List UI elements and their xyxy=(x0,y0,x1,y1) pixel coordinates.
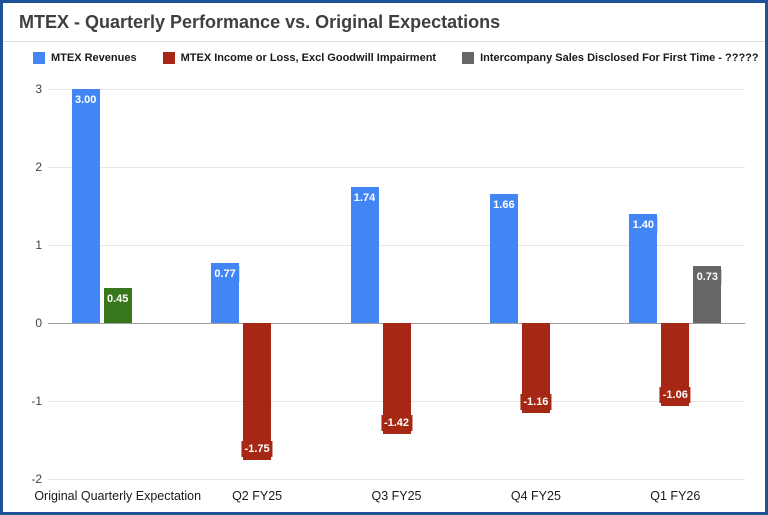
legend-item-intercompany: Intercompany Sales Disclosed For First T… xyxy=(462,52,759,64)
legend-swatch-intercompany xyxy=(462,52,475,64)
y-axis-tick-label: 3 xyxy=(35,82,42,96)
bar-value-label: 0.45 xyxy=(103,290,132,307)
legend-label-income: MTEX Income or Loss, Excl Goodwill Impai… xyxy=(180,52,437,64)
y-axis-tick-label: 0 xyxy=(35,316,42,330)
x-axis-category-label: Original Quarterly Expectation xyxy=(34,489,202,503)
bar-value-label: -1.06 xyxy=(659,386,691,403)
legend: MTEX Revenues MTEX Income or Loss, Excl … xyxy=(33,52,759,64)
bar xyxy=(489,193,518,323)
gridline xyxy=(48,479,745,480)
bar xyxy=(71,89,100,323)
legend-swatch-income xyxy=(162,52,175,64)
y-axis-tick-label: 2 xyxy=(35,160,42,174)
x-axis-category-label: Q4 FY25 xyxy=(510,489,561,503)
y-axis-tick-label: 1 xyxy=(35,238,42,252)
x-axis-category-label: Q2 FY25 xyxy=(232,489,283,503)
bar-value-label: -1.16 xyxy=(520,394,552,411)
legend-swatch-revenues xyxy=(33,52,45,64)
title-divider xyxy=(3,41,765,42)
chart-title: MTEX - Quarterly Performance vs. Origina… xyxy=(19,12,501,32)
legend-label-intercompany: Intercompany Sales Disclosed For First T… xyxy=(480,52,759,64)
bar-value-label: 0.73 xyxy=(693,269,722,286)
bar xyxy=(350,187,379,323)
legend-label-revenues: MTEX Revenues xyxy=(51,52,137,64)
bar-value-label: 3.00 xyxy=(71,92,100,108)
bar-value-label: 1.40 xyxy=(629,216,658,233)
legend-item-income: MTEX Income or Loss, Excl Goodwill Impai… xyxy=(162,52,437,64)
bar-value-label: 1.66 xyxy=(490,196,518,213)
y-axis-tick-label: -1 xyxy=(31,394,42,408)
x-axis-category-label: Q1 FY26 xyxy=(650,489,701,503)
plot-area: 3 2 1 0 -1 -2 Original Quarterly Expectation 3.… xyxy=(31,82,745,503)
x-axis-category-label: Q3 FY25 xyxy=(371,489,422,503)
bar-value-label: -1.75 xyxy=(241,440,273,457)
y-axis-tick-label: -2 xyxy=(31,472,42,486)
gridline xyxy=(48,167,745,168)
bar-value-label: -1.42 xyxy=(380,414,413,431)
gridline xyxy=(48,245,745,246)
bar xyxy=(243,323,272,460)
bar-value-label: 0.77 xyxy=(211,265,239,282)
legend-item-revenues: MTEX Revenues xyxy=(33,52,137,64)
gridline xyxy=(48,89,745,90)
bar-value-label: 1.74 xyxy=(350,190,379,207)
